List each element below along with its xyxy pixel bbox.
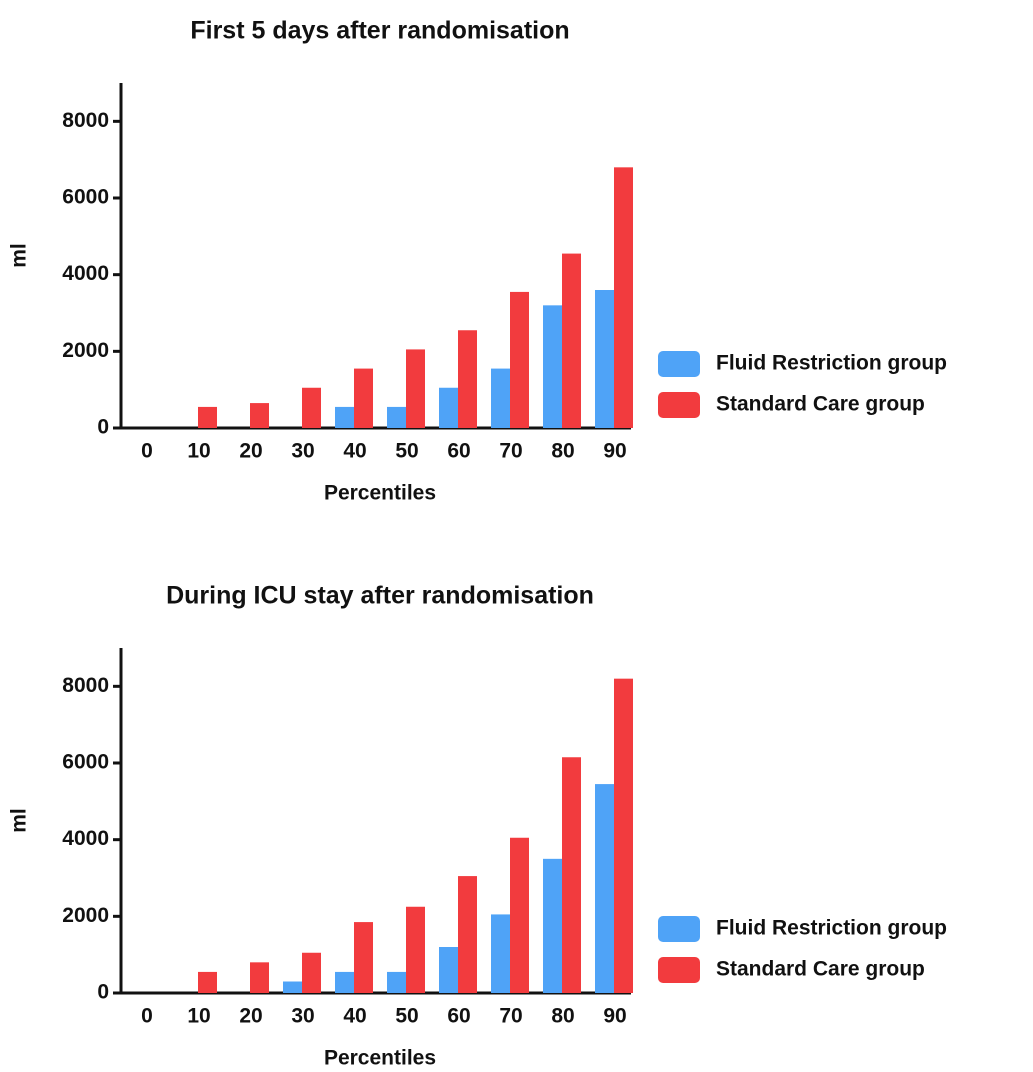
- bar: [543, 858, 562, 993]
- chart-title: First 5 days after randomisation: [190, 17, 569, 45]
- bar: [387, 406, 406, 428]
- bar: [387, 971, 406, 993]
- x-tick-label: 50: [395, 440, 418, 463]
- bar: [335, 971, 354, 993]
- legend-swatch: [658, 916, 700, 942]
- bar: [250, 403, 269, 428]
- x-tick-label: 90: [603, 1005, 626, 1028]
- legend-swatch: [658, 351, 700, 377]
- y-tick-label: 4000: [62, 262, 109, 285]
- chart: First 5 days after randomisation ml Percen…: [8, 17, 947, 505]
- y-tick-label: 2000: [62, 904, 109, 927]
- bar: [562, 757, 581, 993]
- bar: [614, 167, 633, 429]
- x-tick-label: 60: [447, 1005, 470, 1028]
- x-tick-label: 50: [395, 1005, 418, 1028]
- x-tick-label: 90: [603, 440, 626, 463]
- bar: [335, 406, 354, 428]
- x-tick-label: 10: [187, 1005, 210, 1028]
- bar: [250, 962, 269, 993]
- bar: [198, 971, 217, 993]
- legend-swatch: [658, 392, 700, 418]
- y-axis-label: ml: [8, 243, 31, 268]
- bar: [406, 349, 425, 428]
- y-tick-label: 0: [97, 416, 109, 439]
- bar: [510, 291, 529, 428]
- y-tick-label: 4000: [62, 827, 109, 850]
- bar: [491, 368, 510, 428]
- x-tick-label: 0: [141, 1005, 153, 1028]
- legend-swatch: [658, 957, 700, 983]
- bar: [562, 253, 581, 428]
- bar: [354, 922, 373, 993]
- bar: [491, 914, 510, 993]
- chart-title: During ICU stay after randomisation: [166, 582, 594, 610]
- y-tick-label: 6000: [62, 751, 109, 774]
- bar: [614, 678, 633, 993]
- bar: [302, 952, 321, 993]
- bar: [543, 305, 562, 428]
- bar: [406, 906, 425, 993]
- bar: [458, 876, 477, 993]
- x-axis-label: Percentiles: [324, 482, 436, 505]
- bar: [302, 387, 321, 428]
- bar: [458, 330, 477, 428]
- x-tick-label: 0: [141, 440, 153, 463]
- y-axis-label: ml: [8, 808, 31, 833]
- y-tick-label: 8000: [62, 674, 109, 697]
- bar: [595, 784, 614, 993]
- x-tick-label: 80: [551, 440, 574, 463]
- bar: [283, 981, 302, 993]
- legend-label: Fluid Restriction group: [716, 917, 947, 940]
- bar: [510, 837, 529, 993]
- legend-label: Standard Care group: [716, 393, 925, 416]
- bar: [595, 290, 614, 428]
- bar: [439, 947, 458, 993]
- x-tick-label: 80: [551, 1005, 574, 1028]
- x-tick-label: 70: [499, 1005, 522, 1028]
- x-tick-label: 40: [343, 1005, 366, 1028]
- x-tick-label: 70: [499, 440, 522, 463]
- y-tick-label: 2000: [62, 339, 109, 362]
- x-tick-label: 40: [343, 440, 366, 463]
- x-tick-label: 60: [447, 440, 470, 463]
- legend-label: Standard Care group: [716, 958, 925, 981]
- bar: [198, 406, 217, 428]
- x-tick-label: 30: [291, 1005, 314, 1028]
- bar: [354, 368, 373, 428]
- bar: [439, 387, 458, 428]
- y-tick-label: 8000: [62, 109, 109, 132]
- y-tick-label: 6000: [62, 186, 109, 209]
- x-tick-label: 30: [291, 440, 314, 463]
- y-tick-label: 0: [97, 981, 109, 1004]
- x-tick-label: 10: [187, 440, 210, 463]
- chart: During ICU stay after randomisation ml Per…: [8, 582, 947, 1070]
- x-tick-label: 20: [239, 1005, 262, 1028]
- legend-label: Fluid Restriction group: [716, 352, 947, 375]
- x-tick-label: 20: [239, 440, 262, 463]
- x-axis-label: Percentiles: [324, 1047, 436, 1070]
